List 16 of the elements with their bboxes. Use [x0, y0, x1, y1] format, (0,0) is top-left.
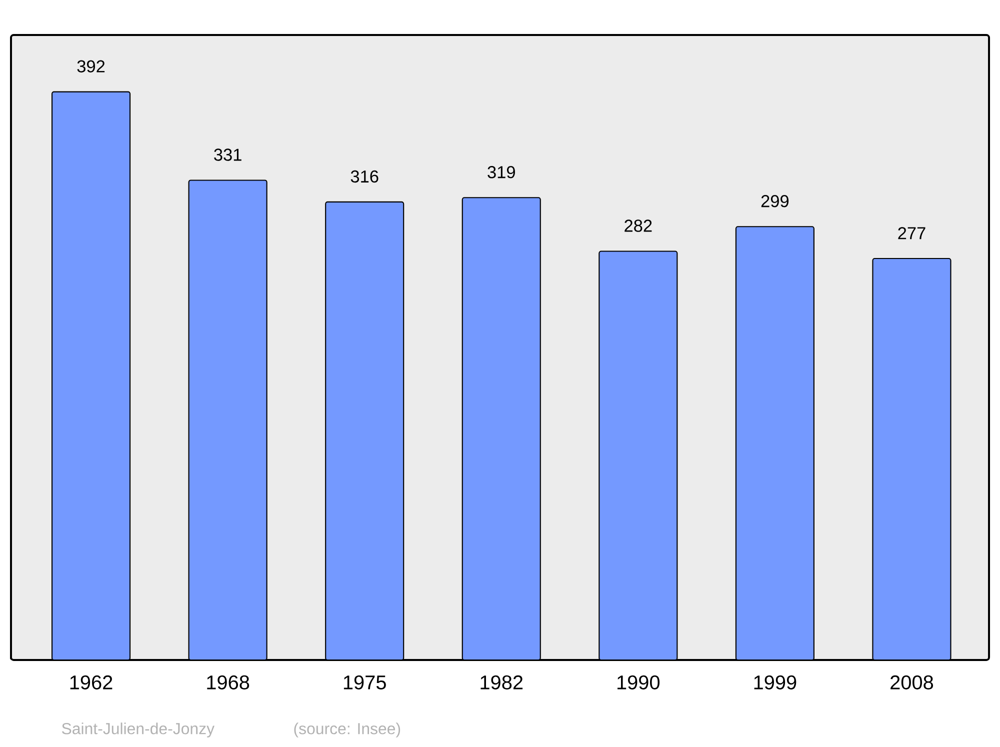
data-label: 331 — [214, 148, 242, 161]
data-label: 299 — [761, 195, 789, 208]
x-tick-label: 1975 — [344, 675, 386, 690]
x-tick-label: 1999 — [754, 675, 796, 690]
text: (source: Insee) — [294, 722, 400, 738]
data-label: 282 — [624, 220, 652, 232]
data-label: 319 — [488, 166, 515, 178]
x-tick-label: 1982 — [480, 675, 523, 690]
x-tick-label: 1962 — [70, 675, 112, 690]
text: Saint-Julien-de-Jonzy — [62, 722, 214, 738]
data-label: 392 — [77, 60, 105, 72]
x-tick-label: 2008 — [890, 675, 934, 690]
data-label: 316 — [350, 170, 378, 183]
x-tick-label: 1990 — [618, 675, 660, 690]
data-label: 277 — [898, 227, 926, 240]
x-tick-label: 1968 — [207, 675, 250, 690]
